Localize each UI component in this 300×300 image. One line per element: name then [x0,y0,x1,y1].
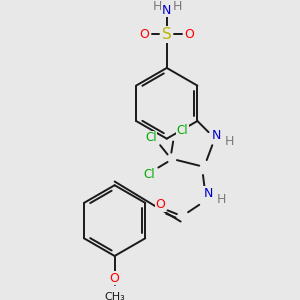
Text: H: H [173,0,183,13]
Text: CH₃: CH₃ [104,292,125,300]
Text: O: O [110,272,120,285]
Text: N: N [162,4,171,17]
Text: O: O [155,198,165,211]
Text: H: H [224,135,234,148]
Text: N: N [211,129,221,142]
Text: H: H [217,193,226,206]
Text: S: S [162,27,172,42]
Text: N: N [204,187,213,200]
Text: Cl: Cl [143,169,155,182]
Text: O: O [140,28,149,41]
Text: H: H [153,0,162,13]
Text: O: O [184,28,194,41]
Text: Cl: Cl [145,131,157,144]
Text: Cl: Cl [177,124,188,137]
